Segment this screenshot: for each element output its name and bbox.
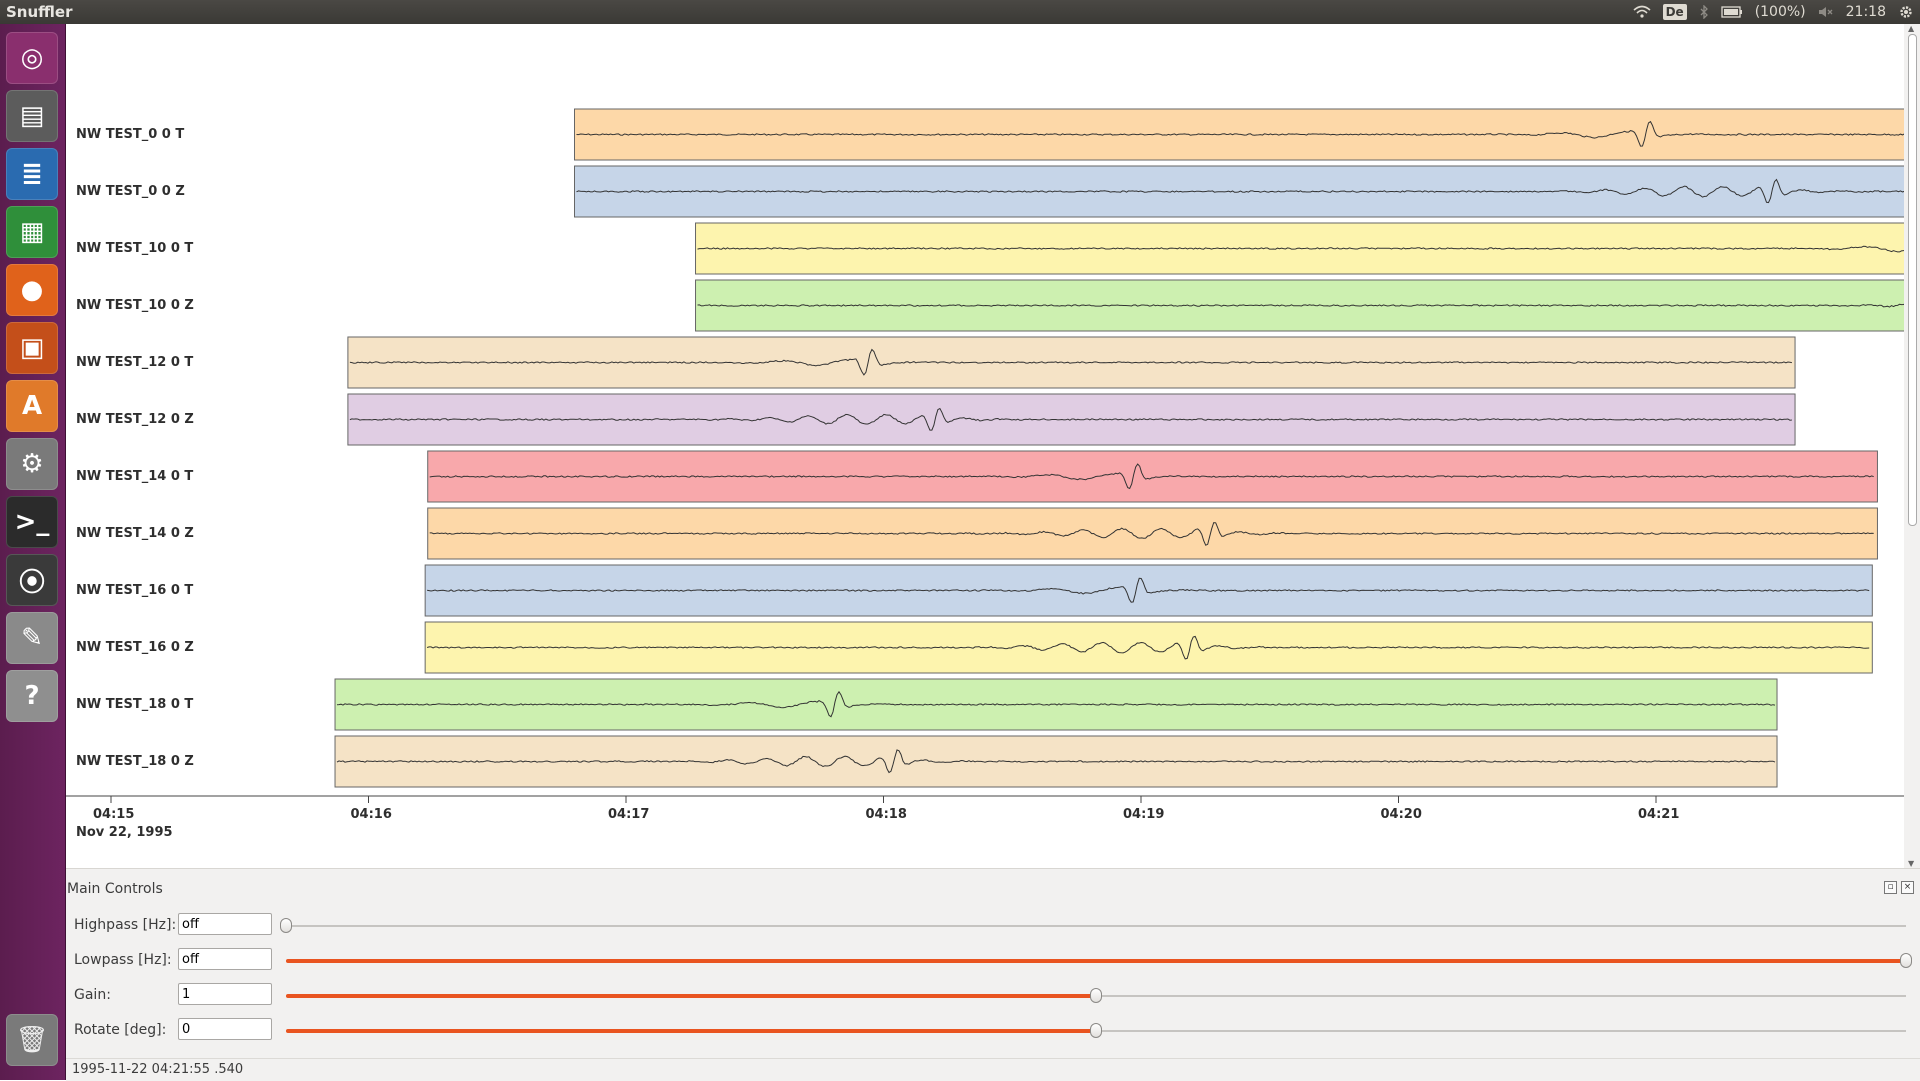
vertical-scrollbar[interactable]: ▲ ▼ [1904,24,1920,868]
waveform-line [336,749,1776,774]
lowpass-label: Lowpass [Hz]: [74,952,172,968]
status-text: 1995-11-22 04:21:55 .540 [72,1062,244,1077]
files-icon[interactable]: ▤ [6,90,58,142]
help-icon[interactable]: ? [6,670,58,722]
calc-icon[interactable]: ▦ [6,206,58,258]
slider-handle[interactable] [1900,953,1912,968]
wifi-icon[interactable] [1633,5,1651,19]
trace-label[interactable]: NW TEST_16 0 Z [76,640,194,655]
trash-icon[interactable]: 🗑 [6,1014,58,1066]
window-title: Snuffler [6,3,73,21]
waveform-line [349,348,1792,376]
close-panel-button[interactable]: × [1901,881,1914,894]
trace-label[interactable]: NW TEST_10 0 T [76,241,194,256]
top-panel: Snuffler De (100%) 21:18 [0,0,1920,24]
time-tick-label: 04:18 [865,807,907,822]
gain-slider[interactable] [286,988,1906,1003]
highpass-input[interactable] [178,913,272,935]
waveform-line [349,407,1792,431]
trace-label[interactable]: NW TEST_12 0 T [76,355,194,370]
ubuntu-dash-icon[interactable]: ◎ [6,32,58,84]
lowpass-slider[interactable] [286,953,1912,968]
panel-title: Main Controls [67,881,163,897]
time-tick-label: 04:17 [608,807,650,822]
waveform-line [697,303,1904,308]
scroll-up-icon[interactable]: ▲ [1908,24,1915,33]
gain-input[interactable] [178,983,272,1005]
date-label: Nov 22, 1995 [76,825,173,840]
lowpass-input[interactable] [178,948,272,970]
trace-label[interactable]: NW TEST_12 0 Z [76,412,194,427]
main-controls-panel: Main Controls ▫ × Highpass [Hz]: Lowpass… [66,868,1920,1081]
trace-label[interactable]: NW TEST_14 0 T [76,469,194,484]
float-panel-button[interactable]: ▫ [1884,881,1897,894]
time-tick-label: 04:15 [93,807,135,822]
trace-canvas[interactable] [66,24,1904,868]
waveform-line [427,577,1870,603]
firefox-icon[interactable]: ● [6,264,58,316]
status-bar: 1995-11-22 04:21:55 .540 [66,1058,1920,1081]
launcher: ◎ ▤ ≣ ▦ ● ▣ A ⚙ >_ ⦿ ✎? 🗑 [0,24,66,1080]
slider-handle[interactable] [1090,1023,1102,1038]
bluetooth-icon[interactable] [1699,5,1709,19]
slider-handle[interactable] [280,918,292,933]
rotate-label: Rotate [deg]: [74,1022,167,1038]
text-editor-icon[interactable]: ✎ [6,612,58,664]
waveform-line [429,463,1874,490]
time-tick-label: 04:16 [350,807,392,822]
snuffler-app-icon[interactable]: ⦿ [6,554,58,606]
trace-label[interactable]: NW TEST_14 0 Z [76,526,194,541]
trace-label[interactable]: NW TEST_18 0 T [76,697,194,712]
time-tick-label: 04:19 [1123,807,1165,822]
waveform-line [576,120,1904,147]
gear-icon[interactable] [1898,4,1914,20]
impress-icon[interactable]: ▣ [6,322,58,374]
slider-fill [286,959,1906,963]
volume-mute-icon[interactable] [1818,6,1834,18]
keyboard-layout-indicator[interactable]: De [1662,4,1687,20]
battery-icon[interactable] [1721,6,1743,18]
trace-viewer[interactable]: NW TEST_0 0 T NW TEST_0 0 Z NW TEST_10 0 T… [66,24,1904,868]
system-settings-icon[interactable]: ⚙ [6,438,58,490]
gain-label: Gain: [74,987,111,1003]
time-tick-label: 04:21 [1638,807,1680,822]
rotate-slider[interactable] [286,1023,1906,1038]
trace-label[interactable]: NW TEST_18 0 Z [76,754,194,769]
scrollbar-thumb[interactable] [1908,34,1917,526]
battery-percent: (100%) [1754,4,1806,20]
waveform-line [429,522,1874,546]
terminal-icon[interactable]: >_ [6,496,58,548]
waveform-line [576,178,1904,204]
writer-icon[interactable]: ≣ [6,148,58,200]
slider-fill [286,994,1096,998]
scroll-down-icon[interactable]: ▼ [1908,859,1915,868]
highpass-slider[interactable] [280,918,1906,933]
waveform-line [697,245,1904,253]
rotate-input[interactable] [178,1018,272,1040]
trace-label[interactable]: NW TEST_0 0 Z [76,184,185,199]
waveform-line [336,690,1776,718]
trace-label[interactable]: NW TEST_16 0 T [76,583,194,598]
clock[interactable]: 21:18 [1845,4,1886,20]
slider-fill [286,1029,1096,1033]
software-center-icon[interactable]: A [6,380,58,432]
slider-handle[interactable] [1090,988,1102,1003]
highpass-label: Highpass [Hz]: [74,917,177,933]
waveform-line [426,635,1870,660]
trace-label[interactable]: NW TEST_0 0 T [76,127,185,142]
trace-label[interactable]: NW TEST_10 0 Z [76,298,194,313]
indicator-area: De (100%) 21:18 [1633,2,1914,22]
time-tick-label: 04:20 [1380,807,1422,822]
